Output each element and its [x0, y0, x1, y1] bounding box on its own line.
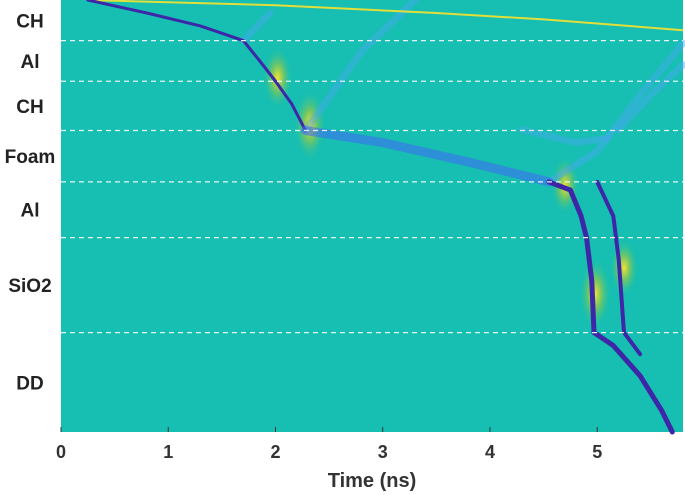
foam-shock-trace: [301, 126, 554, 187]
second-shock-trace: [595, 179, 643, 357]
layer-labels: CH Al CH Foam Al SiO2 DD: [5, 11, 56, 394]
plot-area: [61, 0, 685, 435]
reverberation-wave-1: [302, 0, 419, 134]
bright-spot-2: [579, 257, 612, 330]
ablation-front-trace: [87, 0, 684, 32]
bright-spot-0: [293, 89, 326, 162]
reverberation-wave-4: [615, 61, 685, 134]
wave-traces: [87, 0, 685, 186]
x-tick-label-2: 2: [270, 442, 280, 462]
layer-label-2: CH: [16, 97, 43, 118]
bright-spot-3: [609, 238, 639, 298]
reverberation-wave-0: [239, 9, 274, 45]
shock-traces: [86, 0, 675, 435]
x-tick-label-1: 1: [163, 442, 173, 462]
reverberation-wave-2: [545, 39, 685, 186]
shock-inner-al-trace: [546, 179, 597, 336]
main-shock-trace: [86, 0, 307, 132]
layer-label-4: Al: [21, 201, 40, 222]
x-tick-label-4: 4: [485, 442, 495, 462]
x-tick-label-3: 3: [378, 442, 388, 462]
layer-label-5: SiO2: [8, 276, 51, 297]
layer-label-0: CH: [16, 11, 43, 32]
layer-interfaces: [61, 40, 683, 334]
shock-dd-trace: [591, 330, 675, 435]
reverberation-wave-3: [518, 126, 612, 147]
x-axis-ticks: 0 1 2 3 4 5: [56, 427, 602, 462]
x-tick-label-5: 5: [592, 442, 602, 462]
layer-label-3: Foam: [5, 147, 56, 168]
heatmap-background: [61, 0, 683, 432]
x-axis-label: Time (ns): [328, 470, 417, 492]
x-tick-label-0: 0: [56, 442, 66, 462]
layer-label-1: Al: [21, 52, 40, 73]
layer-label-6: DD: [16, 373, 43, 394]
